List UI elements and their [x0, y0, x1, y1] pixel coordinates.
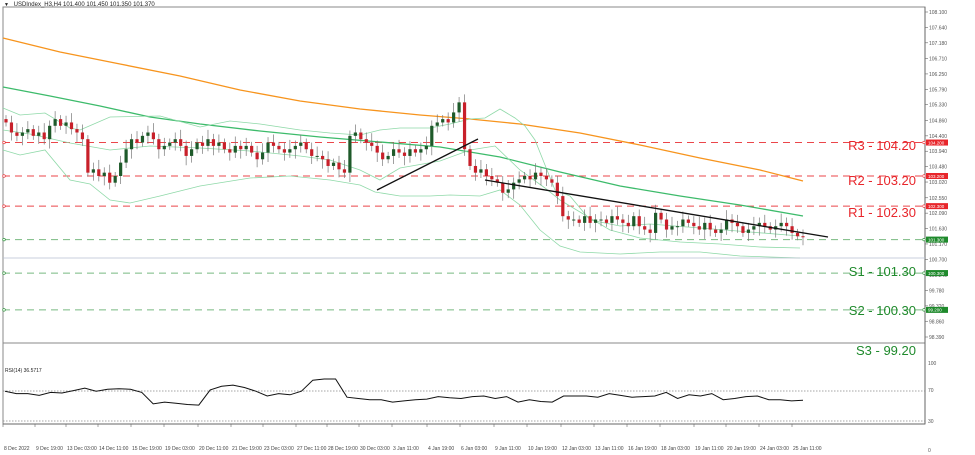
rsi-plot-frame — [2, 342, 926, 425]
svg-text:107.180: 107.180 — [929, 41, 947, 47]
bollinger-lower — [2, 149, 801, 259]
svg-text:9 Jan 11:00: 9 Jan 11:00 — [495, 446, 521, 452]
symbol-label: USDIndex_H3,H4 — [13, 2, 62, 8]
svg-text:100.700: 100.700 — [929, 258, 947, 264]
svg-text:25 Jan 11:00: 25 Jan 11:00 — [793, 446, 822, 452]
svg-text:9 Dec 19:00: 9 Dec 19:00 — [36, 446, 63, 452]
main-plot-frame — [2, 6, 926, 344]
svg-text:13 Jan 11:00: 13 Jan 11:00 — [595, 446, 624, 452]
svg-text:100.240: 100.240 — [929, 273, 947, 279]
svg-text:4 Jan 19:00: 4 Jan 19:00 — [428, 446, 454, 452]
svg-text:16 Jan 19:00: 16 Jan 19:00 — [628, 446, 657, 452]
svg-text:103.480: 103.480 — [929, 165, 947, 171]
candlesticks — [4, 94, 805, 246]
svg-text:23 Dec 03:00: 23 Dec 03:00 — [264, 446, 294, 452]
svg-text:18 Jan 03:00: 18 Jan 03:00 — [661, 446, 690, 452]
svg-text:28 Dec 19:00: 28 Dec 19:00 — [328, 446, 358, 452]
svg-text:99.320: 99.320 — [929, 304, 945, 310]
rsi-line — [4, 378, 804, 406]
svg-text:99.780: 99.780 — [929, 288, 945, 294]
descending-trendline — [484, 179, 829, 238]
svg-text:3 Jan 11:00: 3 Jan 11:00 — [393, 446, 419, 452]
svg-text:104.860: 104.860 — [929, 118, 947, 124]
svg-text:19 Jan 11:00: 19 Jan 11:00 — [695, 446, 724, 452]
ascending-trendline — [376, 138, 479, 191]
price-axis: 108.100 107.640 107.180 106.710 106.250 105.7… — [925, 10, 947, 341]
svg-text:101.630: 101.630 — [929, 227, 947, 233]
label-r3: R3 - 104.20 — [848, 138, 916, 153]
svg-text:106.250: 106.250 — [929, 72, 947, 78]
svg-text:107.640: 107.640 — [929, 25, 947, 31]
svg-text:104.200: 104.200 — [928, 140, 945, 145]
label-s3: S3 - 99.20 — [856, 343, 916, 358]
svg-text:99.200: 99.200 — [928, 308, 942, 313]
svg-text:70: 70 — [928, 388, 934, 394]
svg-text:98.390: 98.390 — [929, 335, 945, 341]
svg-text:98.860: 98.860 — [929, 319, 945, 325]
time-axis: 8 Dec 2022 9 Dec 19:00 13 Dec 03:00 14 Dec … — [2, 424, 822, 452]
svg-text:105.790: 105.790 — [929, 87, 947, 93]
bollinger-mid — [2, 129, 801, 249]
label-s1: S1 - 101.30 — [848, 264, 916, 279]
svg-text:6 Jan 03:00: 6 Jan 03:00 — [461, 446, 487, 452]
svg-text:100.300: 100.300 — [928, 271, 945, 276]
label-r2: R2 - 103.20 — [848, 173, 916, 188]
svg-text:14 Dec 11:00: 14 Dec 11:00 — [99, 446, 129, 452]
svg-text:103.020: 103.020 — [929, 180, 947, 186]
svg-text:30 Dec 03:00: 30 Dec 03:00 — [360, 446, 390, 452]
svg-text:104.400: 104.400 — [929, 134, 947, 140]
svg-text:105.330: 105.330 — [929, 103, 947, 109]
svg-text:102.550: 102.550 — [929, 196, 947, 202]
svg-text:15 Dec 19:00: 15 Dec 19:00 — [132, 446, 162, 452]
svg-text:13 Dec 03:00: 13 Dec 03:00 — [67, 446, 97, 452]
svg-text:19 Dec 03:00: 19 Dec 03:00 — [165, 446, 195, 452]
label-r1: R1 - 102.30 — [848, 205, 916, 220]
svg-text:101.170: 101.170 — [929, 242, 947, 248]
label-s2: S2 - 100.30 — [848, 303, 916, 318]
svg-text:8 Dec 2022: 8 Dec 2022 — [4, 446, 30, 452]
svg-text:108.100: 108.100 — [929, 10, 947, 16]
chart-title: ▼ USDIndex_H3,H4 101.400 101.450 101.350… — [4, 2, 155, 8]
svg-text:10 Jan 19:00: 10 Jan 19:00 — [528, 446, 557, 452]
svg-text:0: 0 — [928, 448, 931, 454]
rsi-title: RSI(14) 36.5717 — [5, 368, 42, 374]
dropdown-triangle-icon[interactable]: ▼ — [4, 2, 9, 8]
rsi-axis: 100 70 30 0 — [928, 361, 937, 454]
svg-text:12 Jan 03:00: 12 Jan 03:00 — [562, 446, 591, 452]
svg-text:103.940: 103.940 — [929, 149, 947, 155]
svg-text:30: 30 — [928, 419, 934, 425]
svg-text:27 Dec 11:00: 27 Dec 11:00 — [297, 446, 327, 452]
ma-slow-orange — [2, 37, 804, 182]
svg-text:21 Dec 19:00: 21 Dec 19:00 — [232, 446, 262, 452]
svg-text:102.090: 102.090 — [929, 211, 947, 217]
ohlc-values: 101.400 101.450 101.350 101.370 — [63, 2, 155, 8]
svg-text:103.200: 103.200 — [928, 174, 945, 179]
svg-text:106.710: 106.710 — [929, 57, 947, 63]
svg-text:24 Jan 03:00: 24 Jan 03:00 — [760, 446, 789, 452]
svg-text:101.300: 101.300 — [928, 237, 945, 242]
svg-text:102.300: 102.300 — [928, 204, 945, 209]
ma-green — [2, 86, 804, 217]
svg-text:100: 100 — [928, 361, 937, 367]
svg-text:20 Jan 19:00: 20 Jan 19:00 — [727, 446, 756, 452]
svg-text:20 Dec 11:00: 20 Dec 11:00 — [199, 446, 229, 452]
